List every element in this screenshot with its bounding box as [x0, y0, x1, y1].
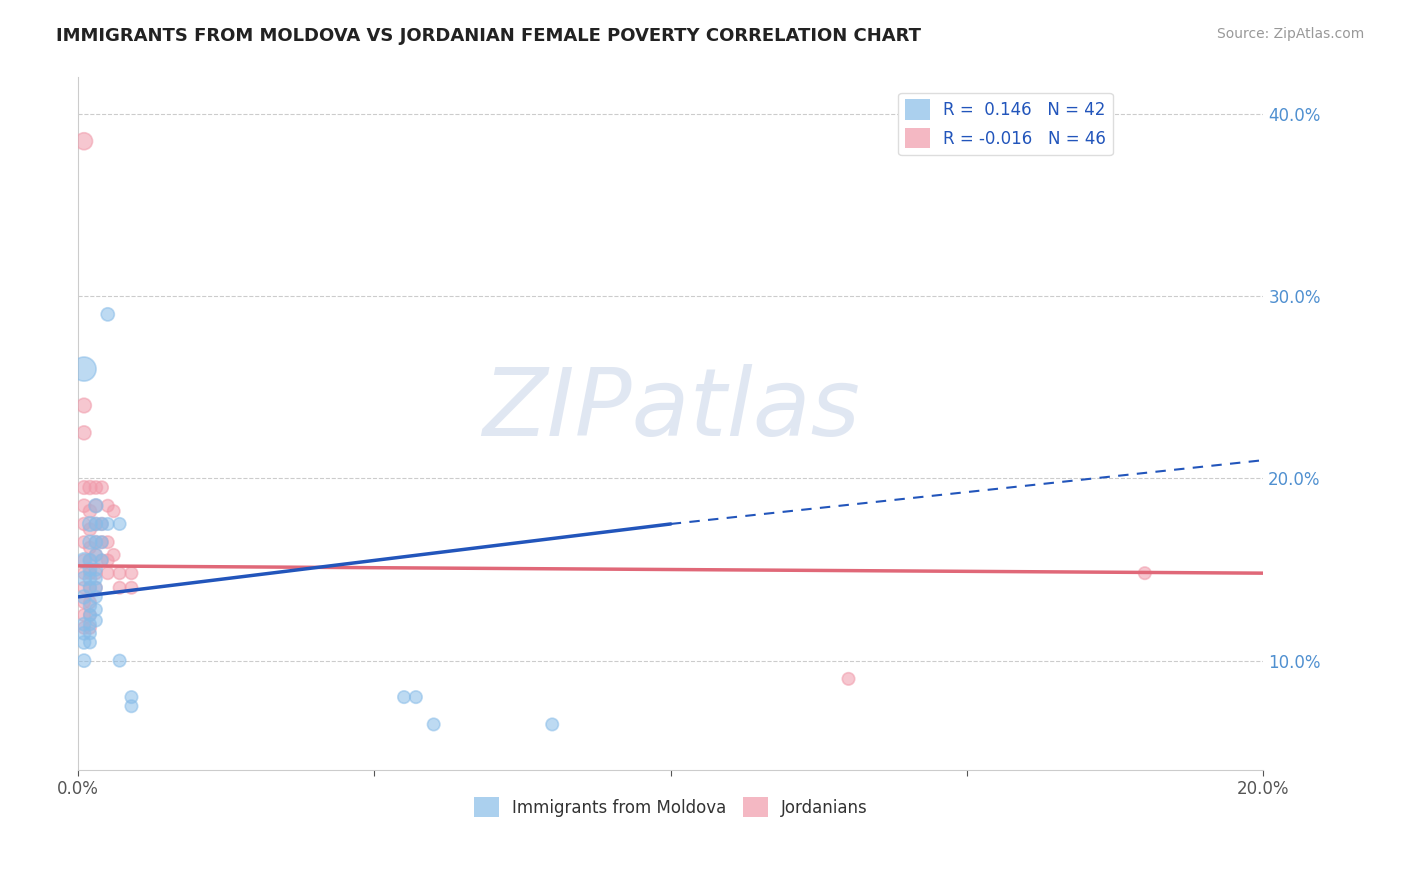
Point: [84, 581, 107, 595]
Point: [73, 516, 96, 531]
Point: [90, 535, 112, 549]
Text: IMMIGRANTS FROM MOLDOVA VS JORDANIAN FEMALE POVERTY CORRELATION CHART: IMMIGRANTS FROM MOLDOVA VS JORDANIAN FEM…: [56, 27, 921, 45]
Point: [73, 481, 96, 495]
Point: [108, 516, 131, 531]
Point: [84, 572, 107, 586]
Point: [90, 516, 112, 531]
Point: [73, 425, 96, 440]
Point: [97, 553, 120, 567]
Point: [73, 654, 96, 668]
Point: [79, 608, 101, 623]
Point: [73, 617, 96, 632]
Point: [103, 504, 125, 518]
Point: [73, 399, 96, 413]
Point: [79, 599, 101, 613]
Point: [108, 566, 131, 581]
Point: [422, 717, 444, 731]
Point: [97, 499, 120, 513]
Point: [73, 134, 96, 148]
Point: [79, 581, 101, 595]
Point: [73, 572, 96, 586]
Point: [108, 581, 131, 595]
Point: [541, 717, 564, 731]
Point: [73, 535, 96, 549]
Point: [73, 590, 96, 604]
Point: [79, 572, 101, 586]
Point: [84, 516, 107, 531]
Point: [73, 499, 96, 513]
Point: [97, 307, 120, 321]
Point: [90, 481, 112, 495]
Point: [120, 581, 142, 595]
Point: [79, 635, 101, 649]
Point: [84, 481, 107, 495]
Point: [90, 553, 112, 567]
Text: ZIPatlas: ZIPatlas: [482, 364, 859, 456]
Point: [79, 581, 101, 595]
Point: [84, 548, 107, 562]
Point: [73, 608, 96, 623]
Point: [405, 690, 427, 704]
Point: [73, 595, 96, 609]
Point: [79, 541, 101, 555]
Point: [73, 566, 96, 581]
Point: [84, 602, 107, 616]
Point: [84, 516, 107, 531]
Point: [84, 566, 107, 581]
Point: [73, 362, 96, 376]
Point: [79, 626, 101, 640]
Point: [108, 654, 131, 668]
Point: [90, 553, 112, 567]
Point: [84, 548, 107, 562]
Point: [84, 581, 107, 595]
Point: [79, 535, 101, 549]
Point: [73, 621, 96, 635]
Point: [79, 566, 101, 581]
Point: [84, 614, 107, 628]
Point: [120, 690, 142, 704]
Point: [84, 499, 107, 513]
Point: [97, 566, 120, 581]
Point: [73, 553, 96, 567]
Legend: Immigrants from Moldova, Jordanians: Immigrants from Moldova, Jordanians: [467, 790, 875, 824]
Point: [120, 699, 142, 714]
Point: [79, 553, 101, 567]
Point: [103, 548, 125, 562]
Point: [97, 535, 120, 549]
Point: [79, 481, 101, 495]
Point: [79, 595, 101, 609]
Point: [84, 562, 107, 576]
Point: [79, 562, 101, 576]
Point: [73, 553, 96, 567]
Point: [90, 516, 112, 531]
Point: [392, 690, 415, 704]
Point: [79, 504, 101, 518]
Point: [837, 672, 859, 686]
Point: [84, 535, 107, 549]
Point: [79, 617, 101, 632]
Point: [73, 581, 96, 595]
Point: [1133, 566, 1156, 581]
Point: [97, 516, 120, 531]
Point: [120, 566, 142, 581]
Point: [79, 621, 101, 635]
Point: [79, 523, 101, 537]
Point: [79, 553, 101, 567]
Text: Source: ZipAtlas.com: Source: ZipAtlas.com: [1216, 27, 1364, 41]
Point: [73, 626, 96, 640]
Point: [84, 535, 107, 549]
Point: [84, 499, 107, 513]
Point: [79, 608, 101, 623]
Point: [73, 635, 96, 649]
Point: [79, 516, 101, 531]
Point: [90, 535, 112, 549]
Point: [84, 590, 107, 604]
